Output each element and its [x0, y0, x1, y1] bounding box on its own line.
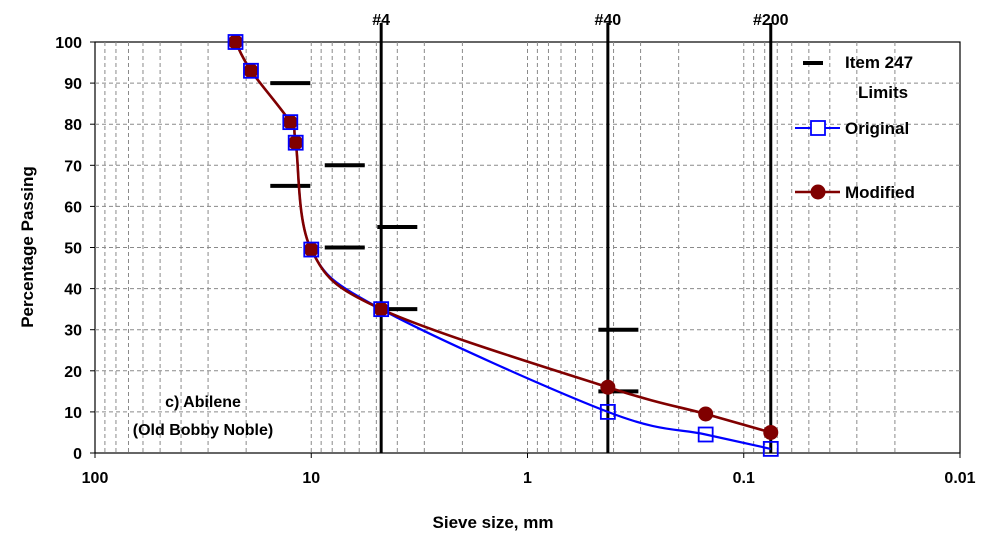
- original-point: [287, 134, 304, 151]
- modified-point: [373, 301, 389, 317]
- y-tick-label: 50: [64, 241, 82, 258]
- y-tick-label: 20: [64, 364, 82, 381]
- sieve-label: #200: [753, 12, 789, 29]
- x-tick-label: 0.1: [733, 470, 755, 487]
- modified-point: [698, 406, 714, 422]
- modified-point: [243, 63, 259, 79]
- annotation-line-2: (Old Bobby Noble): [133, 422, 273, 439]
- x-axis-title: Sieve size, mm: [433, 513, 554, 532]
- y-axis-title: Percentage Passing: [18, 166, 37, 328]
- legend-original-label: Original: [845, 119, 909, 138]
- modified-point: [282, 114, 298, 130]
- modified-point: [288, 135, 304, 151]
- annotation-line-1: c) Abilene: [165, 394, 241, 411]
- sieve-label: #40: [595, 12, 622, 29]
- legend-original-marker: [810, 120, 826, 136]
- legend-modified-label: Modified: [845, 183, 915, 202]
- series-group: [227, 34, 779, 457]
- modified-point: [763, 424, 779, 440]
- legend: Item 247 Limits Original Modified: [795, 53, 915, 202]
- y-tick-label: 60: [64, 199, 82, 216]
- sieve-label: #4: [372, 12, 390, 29]
- y-tick-label: 80: [64, 117, 82, 134]
- original-point: [599, 403, 616, 420]
- original-point: [282, 114, 299, 131]
- original-point: [227, 34, 244, 50]
- legend-modified-marker: [810, 184, 826, 200]
- y-tick-label: 100: [55, 35, 82, 52]
- limit-marks: [270, 81, 639, 394]
- x-tick-label: 1: [523, 470, 532, 487]
- original-point: [697, 426, 714, 443]
- x-tick-label: 0.01: [944, 470, 975, 487]
- y-tick-label: 10: [64, 405, 82, 422]
- original-point: [762, 440, 779, 457]
- original-point: [303, 241, 320, 258]
- y-tick-label: 30: [64, 323, 82, 340]
- x-tick-label: 100: [82, 470, 109, 487]
- modified-point: [600, 379, 616, 395]
- y-tick-label: 70: [64, 158, 82, 175]
- sieve-lines: #4 #40 #200: [372, 12, 789, 453]
- y-tick-label: 0: [73, 446, 82, 463]
- modified-line: [234, 41, 772, 434]
- y-tick-label: 40: [64, 282, 82, 299]
- legend-limits-label-1: Item 247: [845, 53, 913, 72]
- modified-point: [303, 242, 319, 258]
- original-point: [373, 301, 390, 318]
- legend-limits-label-2: Limits: [858, 83, 908, 102]
- x-tick-label: 10: [302, 470, 320, 487]
- y-tick-label: 90: [64, 76, 82, 93]
- modified-point: [228, 34, 244, 50]
- tick-labels: 0 10 20 30 40 50 60 70 80 90 100 100 10 1 0.1 0.01: [55, 35, 975, 487]
- original-point: [243, 62, 259, 79]
